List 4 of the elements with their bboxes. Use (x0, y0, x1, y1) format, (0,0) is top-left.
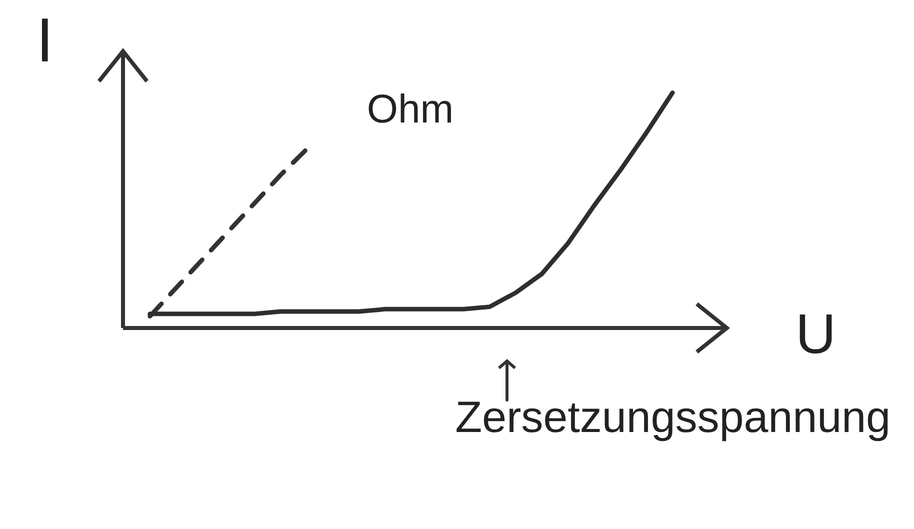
y-axis-title: I (42, 18, 48, 62)
text: Zersetzungsspannung (456, 402, 888, 442)
series-label: Ohm (368, 93, 451, 123)
x-axis-title: U (800, 314, 832, 354)
